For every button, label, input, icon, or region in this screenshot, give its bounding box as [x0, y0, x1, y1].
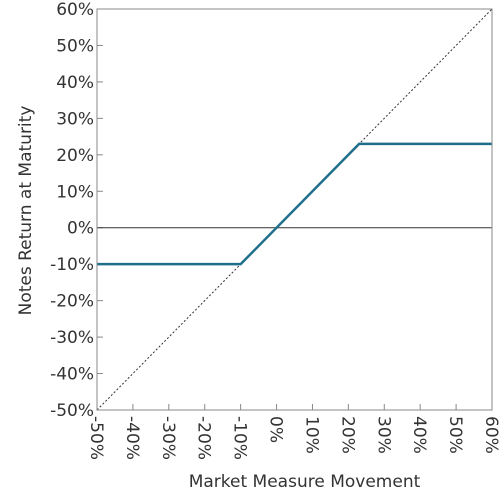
y-tick-label: -20% [50, 292, 94, 312]
x-tick-label: -50% [86, 416, 106, 460]
y-tick-label: -40% [50, 365, 94, 385]
y-tick-label: 40% [56, 73, 94, 93]
notes-return-line [97, 142, 492, 266]
x-axis-title: Market Measure Movement [189, 472, 421, 492]
y-axis-ticks: -50% -40% -30% -20% -10% 0% 10% 20% 30% 40% 50% 60% [50, 0, 103, 421]
x-tick-label: 30% [373, 416, 393, 454]
y-tick-label: 10% [56, 182, 94, 202]
plot-frame [96, 8, 493, 411]
x-tick-label: -20% [194, 416, 214, 460]
x-axis-ticks: -50% -40% -30% -20% -10% 0% 10% 20% 30% 40% 50% 60% [86, 404, 500, 460]
x-tick-label: -30% [158, 416, 178, 460]
x-tick-label: -40% [122, 416, 142, 460]
y-tick-label: 60% [56, 0, 94, 20]
x-tick-label: 40% [409, 416, 429, 454]
y-tick-label: 20% [56, 146, 94, 166]
y-tick-label: -10% [50, 255, 94, 275]
x-tick-label: -10% [230, 416, 250, 460]
y-tick-label: 30% [56, 109, 94, 129]
x-tick-label: 0% [266, 416, 286, 443]
y-tick-label: 50% [56, 36, 94, 56]
x-tick-label: 60% [481, 416, 500, 454]
x-tick-label: 50% [445, 416, 465, 454]
y-axis-title: Notes Return at Maturity [16, 106, 36, 316]
y-tick-label: -30% [50, 328, 94, 348]
y-tick-label: 0% [67, 219, 94, 239]
x-tick-label: 10% [301, 416, 321, 454]
series-layer [96, 8, 493, 411]
x-tick-label: 20% [337, 416, 357, 454]
y-tick-label: -50% [50, 401, 94, 421]
